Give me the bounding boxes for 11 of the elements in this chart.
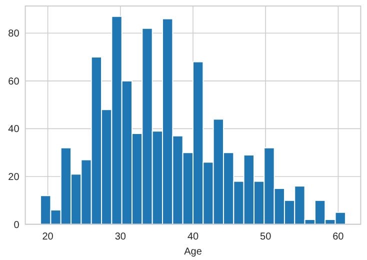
y-tick-label: 60 [8,76,20,88]
x-axis-title: Age [184,246,202,258]
y-tick-label: 80 [8,28,20,40]
x-tick-label: 50 [260,231,272,242]
x-tick-label: 20 [42,231,54,242]
y-tick-label: 40 [8,124,20,136]
x-tick-label: 60 [332,231,344,242]
y-tick-label: 0 [14,220,20,231]
x-tick-label: 30 [114,231,126,242]
x-tick-label: 40 [187,231,199,242]
y-tick-label: 20 [8,172,20,184]
